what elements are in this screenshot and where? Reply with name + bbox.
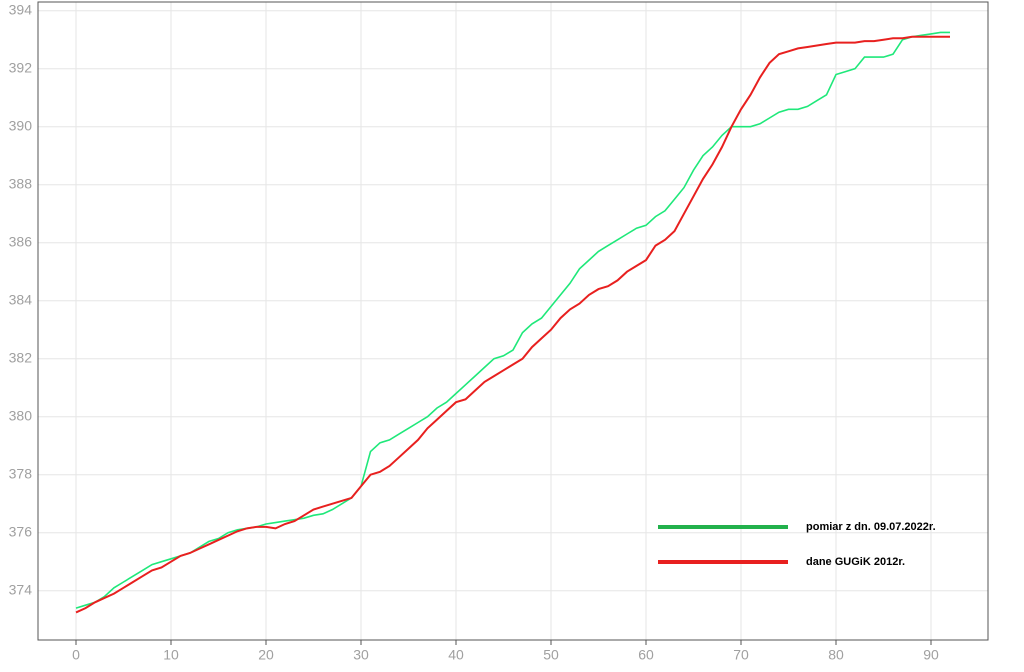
y-tick-label: 384 — [9, 291, 33, 307]
data-line — [75, 35, 950, 614]
y-tick-label: 374 — [9, 581, 33, 597]
x-tick-label: 70 — [733, 647, 749, 663]
legend-label: dane GUGiK 2012r. — [806, 556, 905, 568]
x-tick-label: 20 — [258, 647, 274, 663]
y-tick-label: 394 — [9, 1, 33, 17]
x-tick-label: 40 — [448, 647, 464, 663]
legend-label: pomiar z dn. 09.07.2022r. — [806, 521, 936, 533]
x-tick-label: 60 — [638, 647, 654, 663]
y-tick-label: 376 — [9, 523, 33, 539]
data-line — [75, 31, 950, 609]
x-tick-label: 80 — [828, 647, 844, 663]
y-tick-label: 382 — [9, 349, 33, 365]
y-tick-label: 392 — [9, 59, 33, 75]
x-tick-label: 90 — [923, 647, 939, 663]
x-tick-label: 30 — [353, 647, 369, 663]
y-tick-label: 388 — [9, 175, 33, 191]
y-tick-label: 390 — [9, 117, 33, 133]
y-tick-label: 380 — [9, 407, 33, 423]
x-tick-label: 0 — [72, 647, 80, 663]
x-tick-label: 50 — [543, 647, 559, 663]
plot-frame — [37, 1, 989, 641]
y-tick-label: 378 — [9, 465, 33, 481]
y-tick-label: 386 — [9, 233, 33, 249]
x-tick-label: 10 — [163, 647, 179, 663]
